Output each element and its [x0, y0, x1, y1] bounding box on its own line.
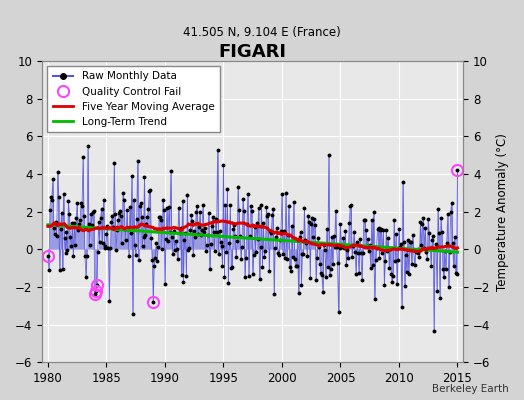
Text: Berkeley Earth: Berkeley Earth	[432, 384, 508, 394]
Text: 41.505 N, 9.104 E (France): 41.505 N, 9.104 E (France)	[183, 26, 341, 39]
Y-axis label: Temperature Anomaly (°C): Temperature Anomaly (°C)	[496, 133, 509, 290]
Title: FIGARI: FIGARI	[219, 43, 287, 61]
Legend: Raw Monthly Data, Quality Control Fail, Five Year Moving Average, Long-Term Tren: Raw Monthly Data, Quality Control Fail, …	[47, 66, 220, 132]
